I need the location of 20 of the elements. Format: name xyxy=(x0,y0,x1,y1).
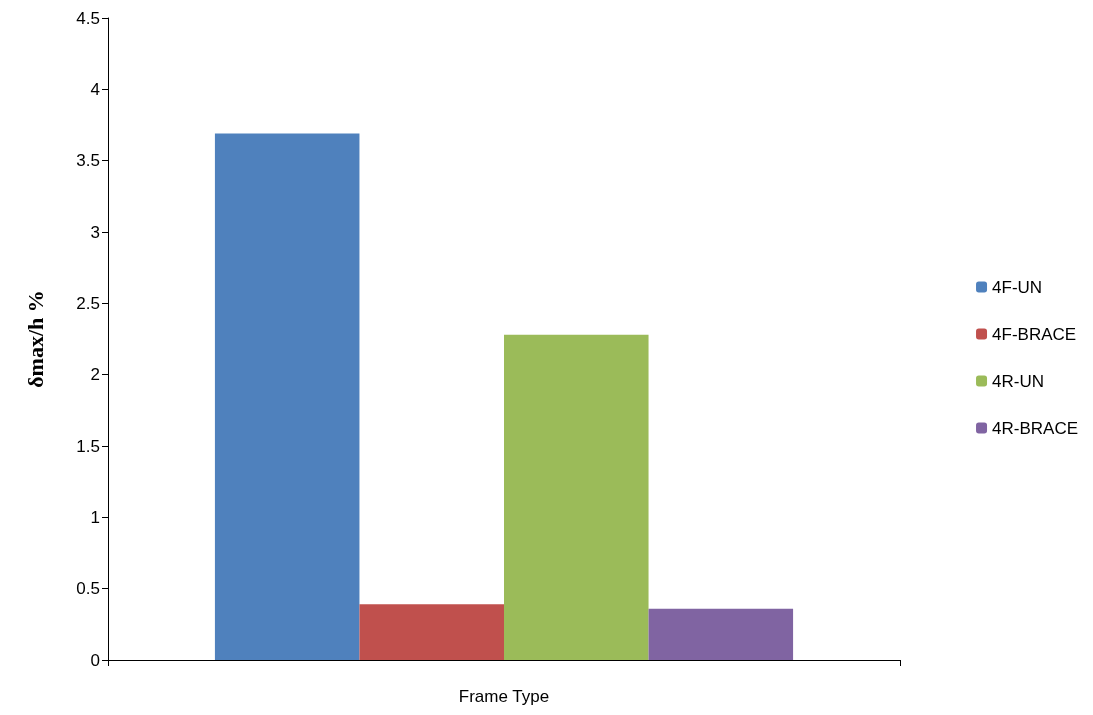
y-tick-label: 3.5 xyxy=(76,151,100,171)
y-axis-title: δmax/h % xyxy=(22,290,48,388)
y-tick-label: 1.5 xyxy=(76,436,100,456)
y-tick-label: 1 xyxy=(90,507,100,527)
bar xyxy=(648,608,794,660)
bar xyxy=(504,334,649,660)
legend-label: 4R-BRACE xyxy=(992,418,1079,438)
y-tick-label: 0.5 xyxy=(76,579,100,599)
legend-label: 4F-UN xyxy=(992,277,1043,297)
y-tick-label: 2 xyxy=(90,365,100,385)
y-tick-label: 4.5 xyxy=(76,8,100,28)
bar xyxy=(359,604,504,660)
bar xyxy=(214,133,360,660)
y-tick-label: 2.5 xyxy=(76,293,100,313)
legend-label: 4F-BRACE xyxy=(992,324,1077,344)
y-tick-label: 4 xyxy=(90,79,100,99)
x-axis-title: Frame Type xyxy=(458,687,550,706)
y-tick-label: 3 xyxy=(90,222,100,242)
y-tick-label: 0 xyxy=(90,650,100,670)
legend-label: 4R-UN xyxy=(992,371,1044,391)
